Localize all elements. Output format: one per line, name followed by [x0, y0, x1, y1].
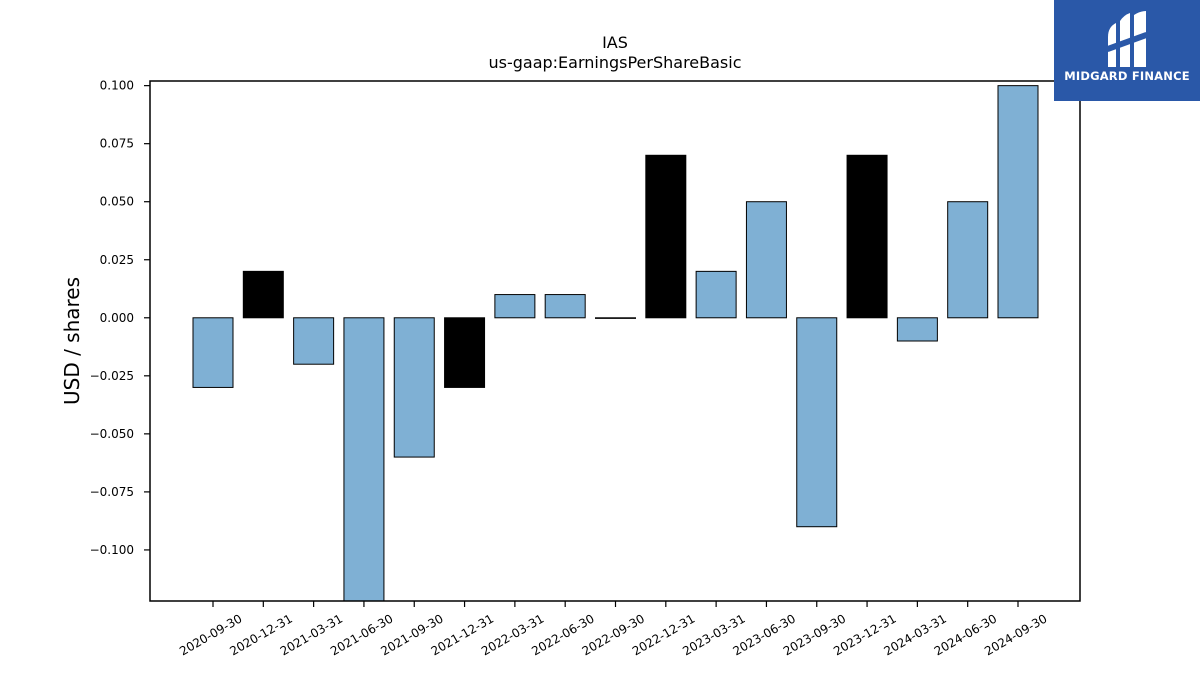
y-tick-label: 0.050	[100, 195, 134, 209]
bar-2024-06-30	[947, 201, 989, 319]
bar-2020-12-31	[242, 270, 284, 319]
bar-2021-06-30	[343, 317, 385, 602]
bar-2022-03-31	[494, 294, 536, 319]
bar-2023-06-30	[745, 201, 787, 319]
midgard-logo-icon	[1106, 11, 1148, 67]
y-tick-label: 0.100	[100, 79, 134, 93]
plot-frame	[149, 80, 1081, 602]
bar-2024-09-30	[997, 85, 1039, 319]
y-axis-label: USD / shares	[60, 277, 84, 405]
y-tick-label: 0.025	[100, 253, 134, 267]
bars	[192, 85, 1039, 602]
y-tick-label: −0.025	[90, 369, 134, 383]
bar-2024-03-31	[896, 317, 938, 342]
bar-2021-12-31	[444, 317, 486, 388]
chart-title: IAS	[602, 33, 628, 52]
bar-2023-12-31	[846, 154, 888, 319]
y-tick-label: 0.075	[100, 137, 134, 151]
bar-2020-09-30	[192, 317, 234, 388]
y-tick-label: −0.100	[90, 543, 134, 557]
midgard-finance-logo: MIDGARD FINANCE	[1054, 0, 1200, 101]
chart-subtitle: us-gaap:EarningsPerShareBasic	[488, 53, 741, 72]
bar-2023-09-30	[796, 317, 838, 528]
y-tick-label: 0.000	[100, 311, 134, 325]
bar-2022-06-30	[544, 294, 586, 319]
axes: 2020-09-302020-12-312021-03-312021-06-30…	[90, 79, 1050, 659]
bar-2023-03-31	[695, 270, 737, 319]
bar-2022-09-30	[595, 317, 636, 319]
bar-2021-03-31	[293, 317, 335, 365]
bar-2021-09-30	[393, 317, 435, 458]
y-tick-label: −0.050	[90, 427, 134, 441]
logo-text: MIDGARD FINANCE	[1064, 69, 1190, 83]
y-tick-label: −0.075	[90, 485, 134, 499]
bar-2022-12-31	[645, 154, 687, 319]
